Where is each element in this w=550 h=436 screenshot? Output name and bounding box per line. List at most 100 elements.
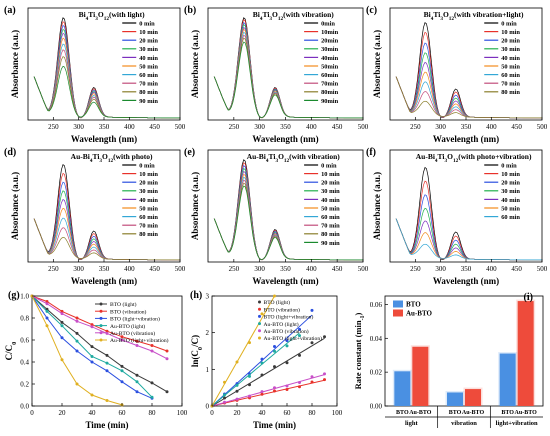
x-axis-label: Wavelength (nm) xyxy=(433,134,499,144)
uv-spectrum-panel-e: 250 300 350 400 450 500 Wavelength (nm) Absorba… xyxy=(184,147,369,286)
data-point xyxy=(150,395,154,399)
x-tick-label: 250 xyxy=(48,123,59,131)
x-tick-label: 20 xyxy=(234,409,242,417)
x-tick-label: 350 xyxy=(99,123,110,131)
x-tick-label: 500 xyxy=(175,265,186,273)
legend-label: 80 min xyxy=(139,231,158,238)
series-line xyxy=(31,295,168,393)
bar-category-label: BTO xyxy=(501,410,514,416)
legend-marker xyxy=(99,309,103,313)
text-span: O xyxy=(447,152,453,161)
data-point xyxy=(60,336,64,340)
panel-label: (c) xyxy=(366,5,377,16)
text-span: Bi xyxy=(424,10,431,19)
x-tick-label: 350 xyxy=(280,265,291,273)
panel-label: (f) xyxy=(366,147,376,158)
y-tick-label: 1.0 xyxy=(20,293,29,301)
data-point xyxy=(260,392,264,396)
legend-label: 60 min xyxy=(501,72,520,79)
legend-marker xyxy=(258,307,261,311)
y-tick-label: 3 xyxy=(206,293,210,301)
legend-label: BTO xyxy=(406,301,421,309)
data-point xyxy=(260,373,264,377)
bar-category-label: Au-BTO xyxy=(462,410,485,416)
series-line xyxy=(31,295,168,360)
x-tick-label: 250 xyxy=(229,123,240,131)
legend-label: 40 min xyxy=(501,55,520,62)
data-point xyxy=(135,339,139,343)
x-tick-label: 250 xyxy=(48,265,59,273)
x-tick-label: 400 xyxy=(486,265,497,273)
bar-category-label: Au-BTO xyxy=(515,410,538,416)
spectrum-line-90-min xyxy=(213,41,363,119)
legend-label: 40min xyxy=(321,55,338,62)
x-tick-label: 40 xyxy=(259,409,267,417)
x-tick-label: 450 xyxy=(149,265,160,273)
data-point xyxy=(323,372,326,376)
data-point xyxy=(260,361,264,365)
legend-marker xyxy=(258,300,261,304)
subscript-text: 12 xyxy=(284,158,290,164)
legend-marker xyxy=(99,324,103,328)
legend-label: 10 min xyxy=(139,171,158,178)
x-tick-label: 500 xyxy=(358,265,369,273)
y-axis-label: Rate constant (min-1) xyxy=(353,312,366,389)
data-point xyxy=(223,393,226,397)
legend-label: 50min xyxy=(321,63,338,70)
text-span: Ti xyxy=(88,10,95,19)
data-point xyxy=(310,308,314,312)
bar-au-bto xyxy=(465,389,481,406)
x-tick-label: 450 xyxy=(511,123,522,131)
text-span: C/C xyxy=(4,345,14,361)
x-tick-label: 500 xyxy=(537,265,548,273)
legend-label: 30min xyxy=(321,46,338,53)
data-point xyxy=(235,383,239,387)
legend-label: BTO (light) xyxy=(264,299,291,306)
data-point xyxy=(323,378,326,382)
x-axis-label: Wavelength (nm) xyxy=(71,134,137,144)
y-tick-label: 0 xyxy=(206,403,210,411)
legend-label: 50 min xyxy=(501,63,520,70)
text-span: Rate constant (min xyxy=(353,320,363,389)
subscript-text: 3 xyxy=(440,16,443,22)
text-span: O xyxy=(272,10,278,19)
legend-marker xyxy=(99,331,103,335)
x-tick-label: 300 xyxy=(435,123,446,131)
text-span: Ti xyxy=(262,10,269,19)
y-tick-label: 1 xyxy=(206,366,210,374)
subscript-text: 0 xyxy=(197,347,204,350)
panel-label: (i) xyxy=(524,292,533,303)
bar-bto xyxy=(499,353,516,406)
panel-title: Bi4Ti3O12(with light) xyxy=(79,10,146,22)
data-point xyxy=(260,357,264,361)
legend-swatch xyxy=(393,300,403,308)
data-point xyxy=(273,389,276,393)
data-point xyxy=(248,341,251,345)
text-span: O xyxy=(278,152,284,161)
data-point xyxy=(60,312,64,316)
text-span: O xyxy=(443,10,449,19)
x-tick-label: 500 xyxy=(358,123,369,131)
data-point xyxy=(260,390,264,394)
subscript-text: 12 xyxy=(453,158,459,164)
data-point xyxy=(75,331,79,335)
x-tick-label: 450 xyxy=(149,123,160,131)
x-tick-label: 250 xyxy=(410,123,421,131)
x-tick-label: 400 xyxy=(486,123,497,131)
legend-marker xyxy=(99,316,103,320)
y-axis-label: Absorbance (a.u.) xyxy=(10,30,20,98)
panel-label: (h) xyxy=(190,290,202,301)
legend-label: 90 min xyxy=(321,240,340,247)
uv-spectrum-panel-b: 250 300 350 400 450 500 Wavelength (nm) Absorba… xyxy=(184,5,369,144)
legend-label: 20min xyxy=(321,38,338,45)
legend-label: 40 min xyxy=(139,55,158,62)
spectrum-line-60-min xyxy=(395,218,542,261)
y-axis-label: ln(C0/C) xyxy=(190,335,204,367)
y-axis-label: Absorbance (a.u.) xyxy=(372,30,382,98)
spectrum-line-40-min xyxy=(33,199,180,261)
x-tick-label: 20 xyxy=(59,409,67,417)
legend-label: 0 min xyxy=(321,162,337,169)
